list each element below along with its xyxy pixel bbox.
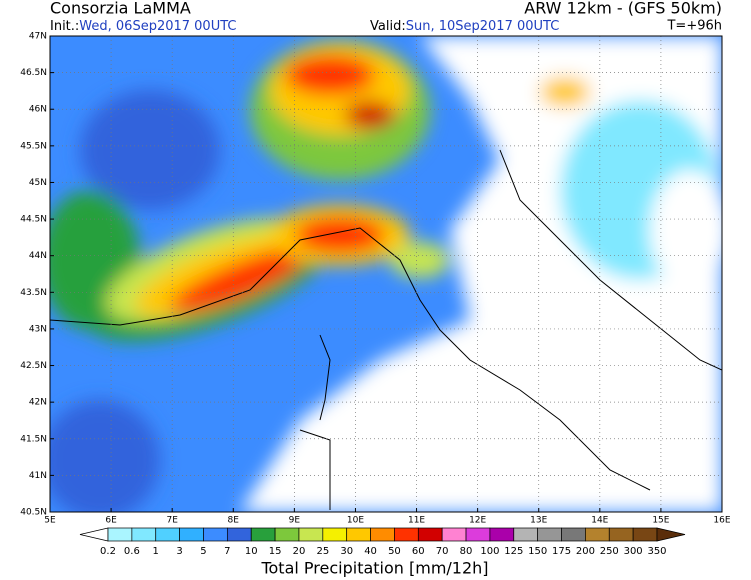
legend-box bbox=[226, 527, 252, 542]
lon-label: 6E bbox=[105, 516, 117, 526]
lon-label: 8E bbox=[228, 516, 240, 526]
lon-label: 10E bbox=[347, 516, 364, 526]
legend-box bbox=[298, 527, 324, 542]
legend-box bbox=[632, 527, 658, 542]
lead-time: T=+96h bbox=[666, 19, 722, 34]
legend-level: 60 bbox=[412, 546, 425, 557]
lat-label: 46N bbox=[29, 105, 47, 115]
lat-label: 44.5N bbox=[20, 215, 47, 225]
valid: Valid:Sun, 10Sep2017 00UTC bbox=[370, 19, 559, 34]
legend-box bbox=[203, 527, 228, 542]
init-value: Wed, 06Sep2017 00UTC bbox=[79, 19, 236, 34]
legend-level: 70 bbox=[436, 546, 449, 557]
legend-level: 50 bbox=[388, 546, 401, 557]
lon-label: 5E bbox=[44, 516, 56, 526]
legend-level: 200 bbox=[576, 546, 595, 557]
init: Init.:Wed, 06Sep2017 00UTC bbox=[50, 19, 236, 34]
map-frame bbox=[49, 35, 723, 513]
legend-level: 25 bbox=[316, 546, 329, 557]
lat-label: 45N bbox=[29, 178, 47, 188]
legend-level: 1 bbox=[153, 546, 159, 557]
legend-arrow bbox=[79, 527, 109, 542]
legend-level: 30 bbox=[340, 546, 353, 557]
legend-level: 0.6 bbox=[124, 546, 140, 557]
lon-label: 12E bbox=[469, 516, 486, 526]
left-title: Consorzia LaMMA bbox=[50, 0, 191, 18]
lat-label: 43N bbox=[29, 324, 47, 334]
legend-level: 0.2 bbox=[100, 546, 116, 557]
lon-label: 14E bbox=[591, 516, 608, 526]
legend-box bbox=[322, 527, 348, 542]
legend-level: 40 bbox=[364, 546, 377, 557]
legend-box bbox=[441, 527, 467, 542]
lon-label: 7E bbox=[166, 516, 178, 526]
legend-level: 150 bbox=[528, 546, 547, 557]
legend-box bbox=[131, 527, 157, 542]
legend-level: 125 bbox=[504, 546, 523, 557]
legend-level: 7 bbox=[224, 546, 230, 557]
lat-label: 46.5N bbox=[20, 68, 47, 78]
right-title: ARW 12km - (GFS 50km) bbox=[524, 0, 722, 18]
legend-box bbox=[370, 527, 395, 542]
legend-level: 250 bbox=[600, 546, 619, 557]
legend-box bbox=[346, 527, 371, 542]
lat-label: 43.5N bbox=[20, 288, 47, 298]
lat-label: 47N bbox=[29, 32, 47, 42]
lat-label: 44N bbox=[29, 251, 47, 261]
legend-arrow bbox=[656, 527, 686, 542]
legend-box bbox=[417, 527, 443, 542]
legend-title: Total Precipitation [mm/12h] bbox=[260, 559, 488, 578]
legend-level: 3 bbox=[176, 546, 182, 557]
legend-level: 350 bbox=[647, 546, 666, 557]
lat-label: 42N bbox=[29, 398, 47, 408]
lat-label: 42.5N bbox=[20, 361, 47, 371]
lat-label: 40.5N bbox=[20, 508, 47, 518]
legend-level: 300 bbox=[624, 546, 643, 557]
lon-label: 16E bbox=[713, 516, 730, 526]
lon-label: 11E bbox=[408, 516, 425, 526]
lat-label: 41N bbox=[29, 471, 47, 481]
legend-box bbox=[155, 527, 180, 542]
legend-level: 10 bbox=[245, 546, 258, 557]
legend-box bbox=[274, 527, 300, 542]
legend-level: 5 bbox=[200, 546, 206, 557]
legend-box bbox=[608, 527, 634, 542]
map bbox=[50, 36, 722, 512]
valid-label: Valid: bbox=[370, 19, 406, 34]
legend-level: 80 bbox=[460, 546, 473, 557]
legend-level: 175 bbox=[552, 546, 571, 557]
legend-box bbox=[585, 527, 610, 542]
legend-level: 20 bbox=[293, 546, 306, 557]
legend-level: 100 bbox=[480, 546, 499, 557]
legend-level: 15 bbox=[269, 546, 282, 557]
valid-value: Sun, 10Sep2017 00UTC bbox=[406, 19, 560, 34]
lon-label: 13E bbox=[530, 516, 547, 526]
lat-label: 45.5N bbox=[20, 141, 47, 151]
legend-box bbox=[394, 527, 419, 542]
legend-box bbox=[561, 527, 586, 542]
lat-label: 41.5N bbox=[20, 434, 47, 444]
legend-box bbox=[179, 527, 204, 542]
legend-box bbox=[465, 527, 491, 542]
lon-label: 9E bbox=[289, 516, 301, 526]
legend-box bbox=[537, 527, 562, 542]
legend-box bbox=[489, 527, 515, 542]
legend-box bbox=[250, 527, 276, 542]
init-label: Init.: bbox=[50, 19, 79, 34]
lon-label: 15E bbox=[652, 516, 669, 526]
legend-box bbox=[107, 527, 133, 542]
legend-box bbox=[513, 527, 539, 542]
